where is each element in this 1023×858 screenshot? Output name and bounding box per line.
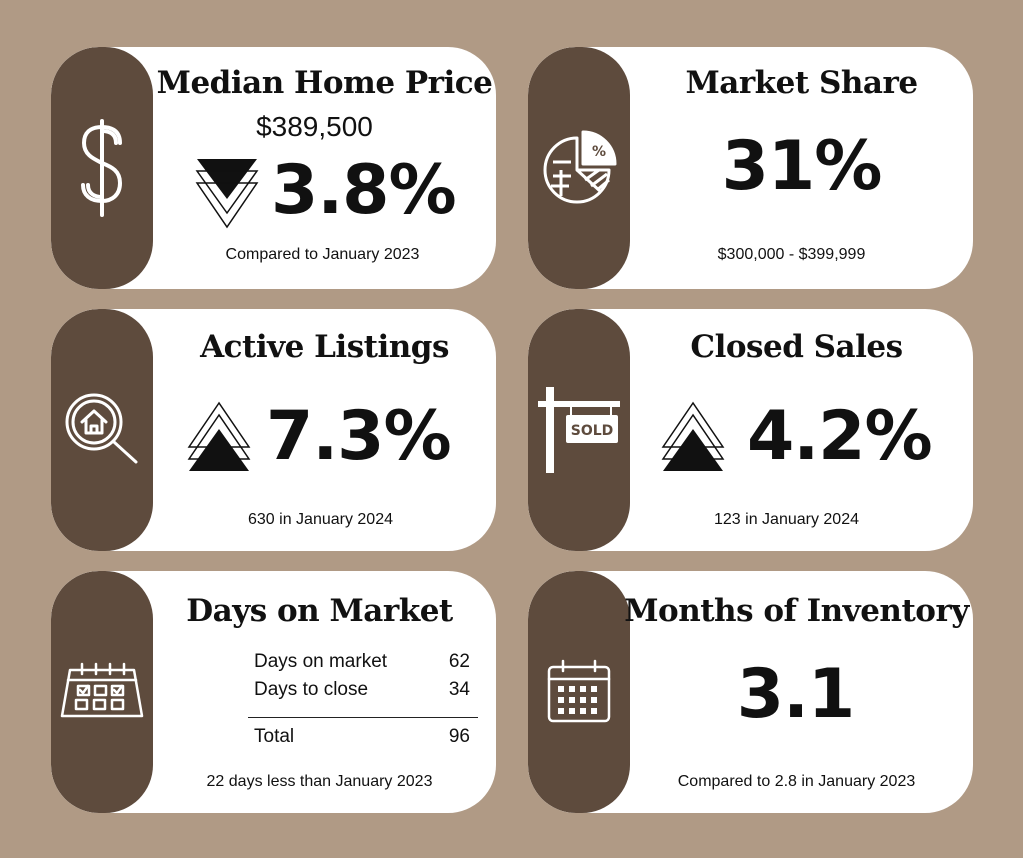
closed-sales-card: SOLD Closed Sales 4.2% 123 in January 20…: [528, 309, 973, 551]
svg-text:%: %: [592, 144, 606, 160]
days-on-market-subtitle: 22 days less than January 2023: [206, 773, 433, 790]
median-price-icon-panel: [51, 47, 153, 289]
closed-sales-change: 4.2%: [747, 397, 933, 476]
days-on-market-icon-panel: [51, 571, 153, 813]
house-search-icon: [65, 393, 138, 464]
active-listings-card: Active Listings 7.3% 630 in January 2024: [51, 309, 496, 551]
closed-sales-title: Closed Sales: [690, 329, 903, 365]
closed-sales-icon-panel: SOLD: [528, 309, 630, 551]
market-share-value: 31%: [721, 127, 883, 206]
months-inventory-title: Months of Inventory: [624, 593, 969, 629]
days-on-market-title: Days on Market: [186, 593, 453, 629]
median-home-price-card: Median Home Price $389,500 3.8% Compared…: [51, 47, 496, 289]
market-share-subtitle: $300,000 - $399,999: [717, 246, 866, 263]
market-share-card: % Market Share 31% $300,000 - $399,999: [528, 47, 973, 289]
active-listings-icon-panel: [51, 309, 153, 551]
sold-sign-text: SOLD: [571, 423, 614, 439]
active-listings-title: Active Listings: [200, 329, 449, 365]
closed-sales-subtitle: 123 in January 2024: [714, 511, 859, 528]
sold-sign-icon: SOLD: [538, 387, 620, 473]
active-listings-subtitle: 630 in January 2024: [248, 511, 393, 528]
table-divider: [248, 717, 478, 718]
median-price-subtitle: Compared to January 2023: [225, 246, 420, 263]
days-on-market-card: Days on Market Days on market 62 Days to…: [51, 571, 496, 813]
row-label: Days to close: [254, 679, 369, 700]
market-share-title: Market Share: [685, 65, 918, 101]
months-inventory-subtitle: Compared to 2.8 in January 2023: [677, 773, 916, 790]
dollar-sign-icon: [81, 119, 122, 217]
up-arrow-icon: [187, 401, 251, 471]
months-of-inventory-card: Months of Inventory 3.1 Compared to 2.8 …: [528, 571, 973, 813]
table-row: Days to close 34: [248, 679, 478, 707]
calendar-check-icon: [60, 662, 144, 718]
total-label: Total: [254, 726, 295, 747]
median-price-title: Median Home Price: [156, 65, 493, 101]
table-total-row: Total 96: [248, 726, 478, 754]
median-price-change: 3.8%: [271, 151, 457, 230]
down-arrow-icon: [195, 159, 259, 229]
days-on-market-table: Days on market 62 Days to close 34 Total…: [248, 651, 478, 754]
up-arrow-icon: [661, 401, 725, 471]
pie-chart-percent-icon: %: [543, 130, 617, 204]
market-share-icon-panel: %: [528, 47, 630, 289]
total-value: 96: [448, 726, 470, 747]
row-label: Days on market: [254, 651, 388, 672]
row-value: 62: [448, 651, 470, 672]
active-listings-change: 7.3%: [266, 397, 452, 476]
months-inventory-icon-panel: [528, 571, 630, 813]
median-price-value: $389,500: [256, 111, 373, 142]
months-inventory-value: 3.1: [736, 655, 855, 734]
calendar-icon: [547, 659, 611, 723]
table-row: Days on market 62: [248, 651, 478, 679]
row-value: 34: [448, 679, 470, 700]
